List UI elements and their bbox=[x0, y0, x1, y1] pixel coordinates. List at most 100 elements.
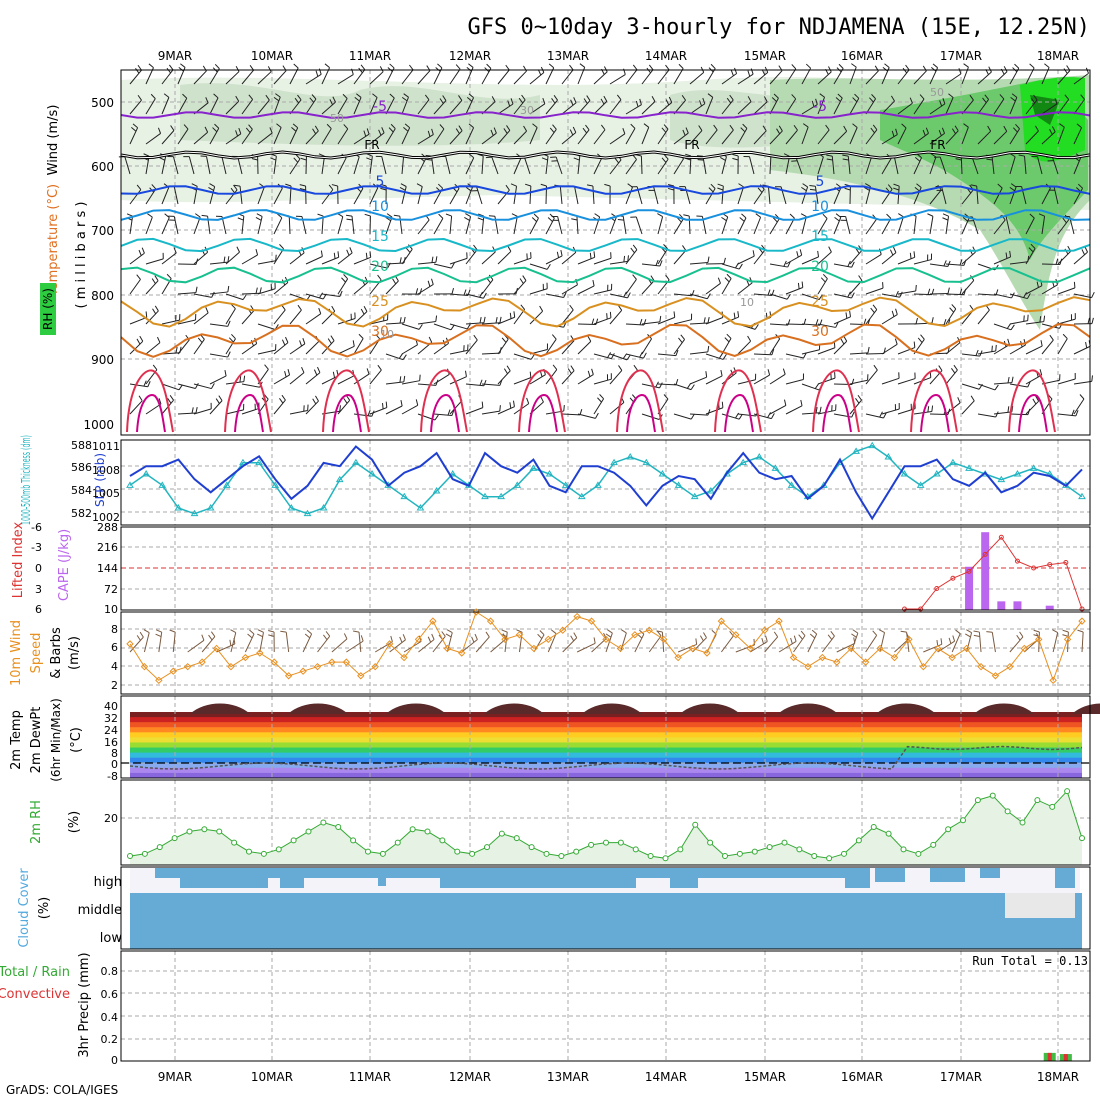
wind-barb-flag bbox=[539, 370, 543, 377]
wind-barb bbox=[225, 409, 244, 415]
wind-barb-flag bbox=[136, 635, 141, 641]
wind-barb-flag bbox=[518, 97, 524, 104]
wind-barb bbox=[353, 156, 360, 175]
wind-speed-marker bbox=[212, 644, 221, 653]
wind-barb-flag bbox=[205, 97, 209, 104]
wind-barb-flag bbox=[676, 217, 682, 223]
wind-barb-flag bbox=[427, 636, 432, 643]
wind-barb-flag bbox=[635, 100, 639, 107]
wind-barb bbox=[513, 130, 527, 145]
wind-barb-flag bbox=[732, 153, 739, 157]
wind-barb bbox=[449, 323, 468, 330]
wind-barb-flag bbox=[265, 94, 270, 101]
wind-barb-flag bbox=[257, 629, 264, 633]
wind-barb-flag bbox=[962, 217, 969, 222]
wind-barb bbox=[321, 216, 324, 235]
ylabel-cloud: Cloud Cover bbox=[17, 868, 32, 948]
wind-barb bbox=[817, 347, 836, 355]
contour-label: 25 bbox=[371, 294, 389, 310]
wind-barb bbox=[913, 293, 933, 296]
thickness-marker bbox=[239, 458, 247, 466]
wind-speed-marker bbox=[948, 653, 956, 662]
wind-barb-flag bbox=[697, 159, 704, 161]
surface-temp-contour bbox=[920, 394, 950, 433]
wind-barb bbox=[737, 73, 754, 85]
wind-barb-flag bbox=[659, 382, 663, 389]
wind-barb-flag bbox=[573, 157, 580, 161]
wind-barb-flag bbox=[1049, 334, 1054, 341]
date-label-bottom: 18MAR bbox=[1037, 1070, 1079, 1084]
wind-barb bbox=[209, 128, 220, 145]
thickness-marker bbox=[481, 492, 489, 500]
wind-barb-flag bbox=[767, 289, 771, 296]
wind-barb bbox=[753, 101, 768, 115]
wind-barb-flag bbox=[953, 364, 958, 371]
wind-barb bbox=[913, 259, 932, 265]
wind-barb-flag bbox=[173, 247, 177, 254]
thickness-marker bbox=[1013, 470, 1022, 477]
wind-barb-flag bbox=[431, 128, 434, 135]
temperature-color-band bbox=[130, 767, 1082, 774]
wind-barb-flag bbox=[126, 213, 133, 217]
wind-barb bbox=[201, 636, 216, 653]
wind-barb-flag bbox=[772, 217, 778, 223]
wind-barb-flag bbox=[549, 127, 555, 133]
wind-barb-flag bbox=[840, 338, 845, 345]
surface-temp-contour bbox=[724, 394, 754, 433]
wind-barb-flag bbox=[614, 157, 620, 164]
wind-barb-flag bbox=[750, 68, 754, 75]
wind-barb bbox=[161, 252, 177, 265]
wind-speed-marker bbox=[991, 672, 1000, 680]
wind-barb-flag bbox=[771, 348, 775, 355]
wind-barb-flag bbox=[763, 96, 768, 102]
wind-speed-marker bbox=[631, 631, 639, 639]
wind-barb-flag bbox=[285, 336, 289, 343]
wind-barb bbox=[993, 256, 1011, 265]
wind-barb bbox=[737, 186, 745, 205]
wind-barb bbox=[785, 254, 802, 265]
surface-temp-contour bbox=[626, 394, 656, 433]
wind-barb-flag bbox=[791, 64, 797, 70]
wind-barb bbox=[913, 132, 929, 145]
wind-barb-flag bbox=[233, 184, 238, 191]
wind-barb-flag bbox=[639, 351, 643, 358]
wind-barb-flag bbox=[958, 68, 962, 75]
wind-barb bbox=[897, 347, 915, 355]
wind-barb-flag bbox=[235, 95, 240, 102]
wind-barb bbox=[449, 100, 463, 115]
wind-barb-flag bbox=[587, 335, 592, 342]
wind-barb bbox=[737, 282, 753, 295]
thickness-marker bbox=[965, 464, 973, 471]
ylabel-precip-c: 3hr Precip (mm) bbox=[77, 952, 92, 1057]
wind-barb-flag bbox=[809, 633, 816, 639]
rh2m-marker bbox=[439, 837, 446, 844]
wind-barb bbox=[161, 156, 167, 175]
wind-barb bbox=[385, 381, 404, 385]
wind-barb bbox=[559, 186, 563, 205]
wind-barb-flag bbox=[963, 63, 969, 68]
wind-barb-flag bbox=[164, 213, 170, 218]
wind-barb-flag bbox=[800, 213, 807, 217]
rh2m-marker bbox=[915, 850, 922, 857]
wind-barb bbox=[433, 374, 450, 385]
lifted-index-marker bbox=[950, 575, 956, 581]
wind-barb bbox=[689, 103, 706, 115]
wind-barb-flag bbox=[685, 153, 692, 157]
wind-barb-flag bbox=[437, 63, 443, 69]
wind-barb-flag bbox=[500, 633, 507, 637]
rh2m-marker bbox=[394, 839, 401, 846]
wind-barb-flag bbox=[579, 63, 586, 68]
wind-speed-marker bbox=[847, 644, 855, 653]
wind-barb-flag bbox=[938, 365, 943, 371]
wind-barb-flag bbox=[428, 336, 433, 343]
wind-barb bbox=[961, 217, 970, 235]
wind-barb bbox=[609, 370, 623, 385]
wind-barb bbox=[145, 403, 162, 415]
wind-barb-flag bbox=[279, 244, 284, 250]
wind-speed-marker bbox=[284, 672, 293, 680]
wind-barb-flag bbox=[707, 256, 710, 263]
wind-barb bbox=[401, 344, 418, 355]
rh2m-marker bbox=[632, 846, 639, 853]
cloud-high-cell bbox=[440, 868, 612, 888]
